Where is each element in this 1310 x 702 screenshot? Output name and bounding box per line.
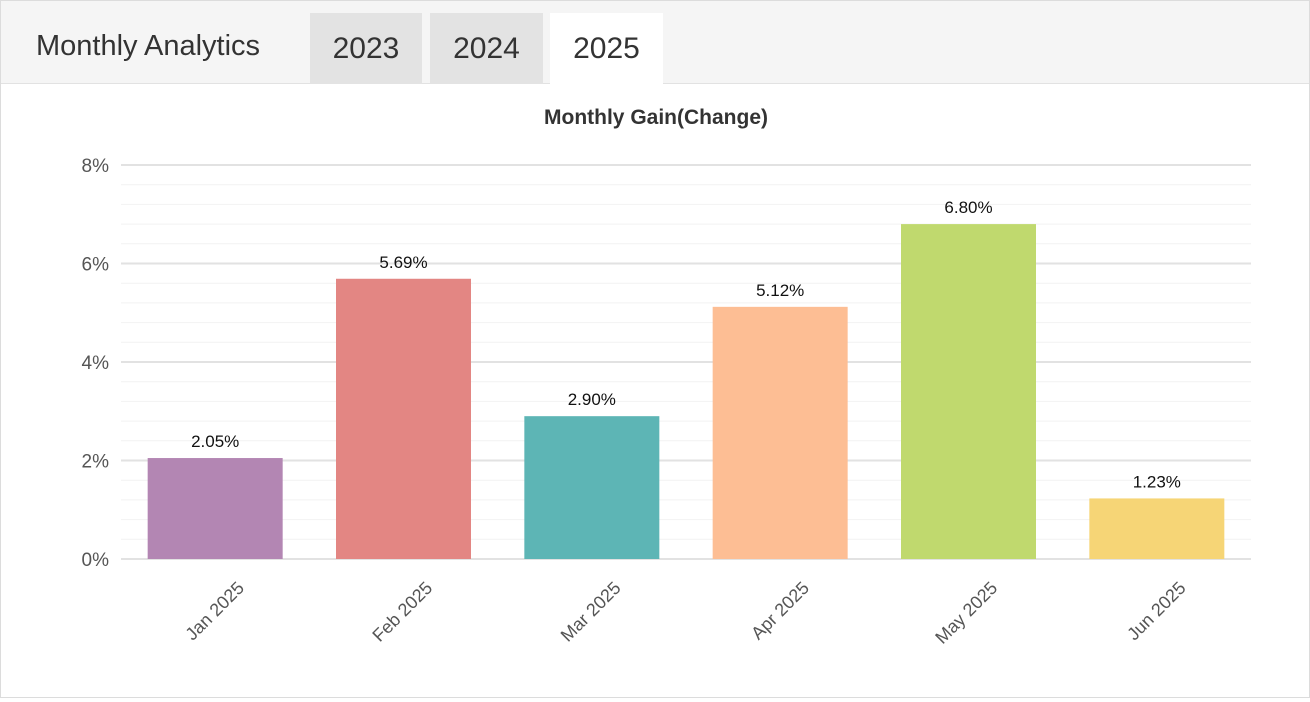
bar-apr-2025[interactable] (712, 306, 848, 559)
x-tick-label: Jan 2025 (181, 578, 248, 645)
bar-value-label: 6.80% (944, 198, 992, 217)
chart-title: Monthly Gain(Change) (544, 106, 768, 129)
bar-value-label: 1.23% (1133, 472, 1181, 491)
bar-feb-2025[interactable] (336, 278, 471, 559)
bar-value-label: 2.90% (568, 390, 616, 409)
panel-header: Monthly Analytics 2023 2024 2025 (1, 1, 1309, 85)
x-tick-label: Apr 2025 (747, 578, 813, 644)
y-tick-label: 0% (82, 550, 110, 571)
x-tick-label: Jun 2025 (1123, 578, 1190, 645)
y-tick-label: 4% (82, 353, 110, 374)
page-title: Monthly Analytics (36, 30, 261, 62)
tab-2025[interactable]: 2025 (550, 13, 663, 85)
bar-value-label: 5.69% (379, 253, 427, 272)
bar-jan-2025[interactable] (147, 458, 283, 559)
bars (147, 224, 1225, 559)
x-tick-label: Mar 2025 (557, 578, 625, 646)
tab-2023[interactable]: 2023 (310, 13, 422, 84)
y-tick-label: 8% (82, 156, 110, 177)
bar-may-2025[interactable] (901, 224, 1036, 559)
y-tick-label: 6% (82, 255, 110, 276)
bar-value-label: 5.12% (756, 281, 804, 300)
bar-mar-2025[interactable] (524, 416, 660, 559)
bar-chart: 0% 2% 4% 6% 8% 2.05% 5.69% 2.90% 5.12% 6.80% 1.23… (82, 106, 1251, 648)
bar-jun-2025[interactable] (1089, 498, 1225, 559)
x-tick-label: May 2025 (931, 578, 1001, 648)
value-labels: 2.05% 5.69% 2.90% 5.12% 6.80% 1.23% (191, 198, 1181, 491)
chart-area: 0% 2% 4% 6% 8% 2.05% 5.69% 2.90% 5.12% 6.80% 1.23… (1, 84, 1309, 697)
y-tick-label: 2% (82, 452, 110, 473)
y-axis-ticks: 0% 2% 4% 6% 8% (82, 156, 110, 571)
x-tick-label: Feb 2025 (368, 578, 436, 646)
bar-value-label: 2.05% (191, 432, 239, 451)
x-axis-ticks: Jan 2025 Feb 2025 Mar 2025 Apr 2025 May 2025… (181, 578, 1189, 648)
tab-2024[interactable]: 2024 (430, 13, 543, 84)
gridlines (121, 164, 1251, 560)
